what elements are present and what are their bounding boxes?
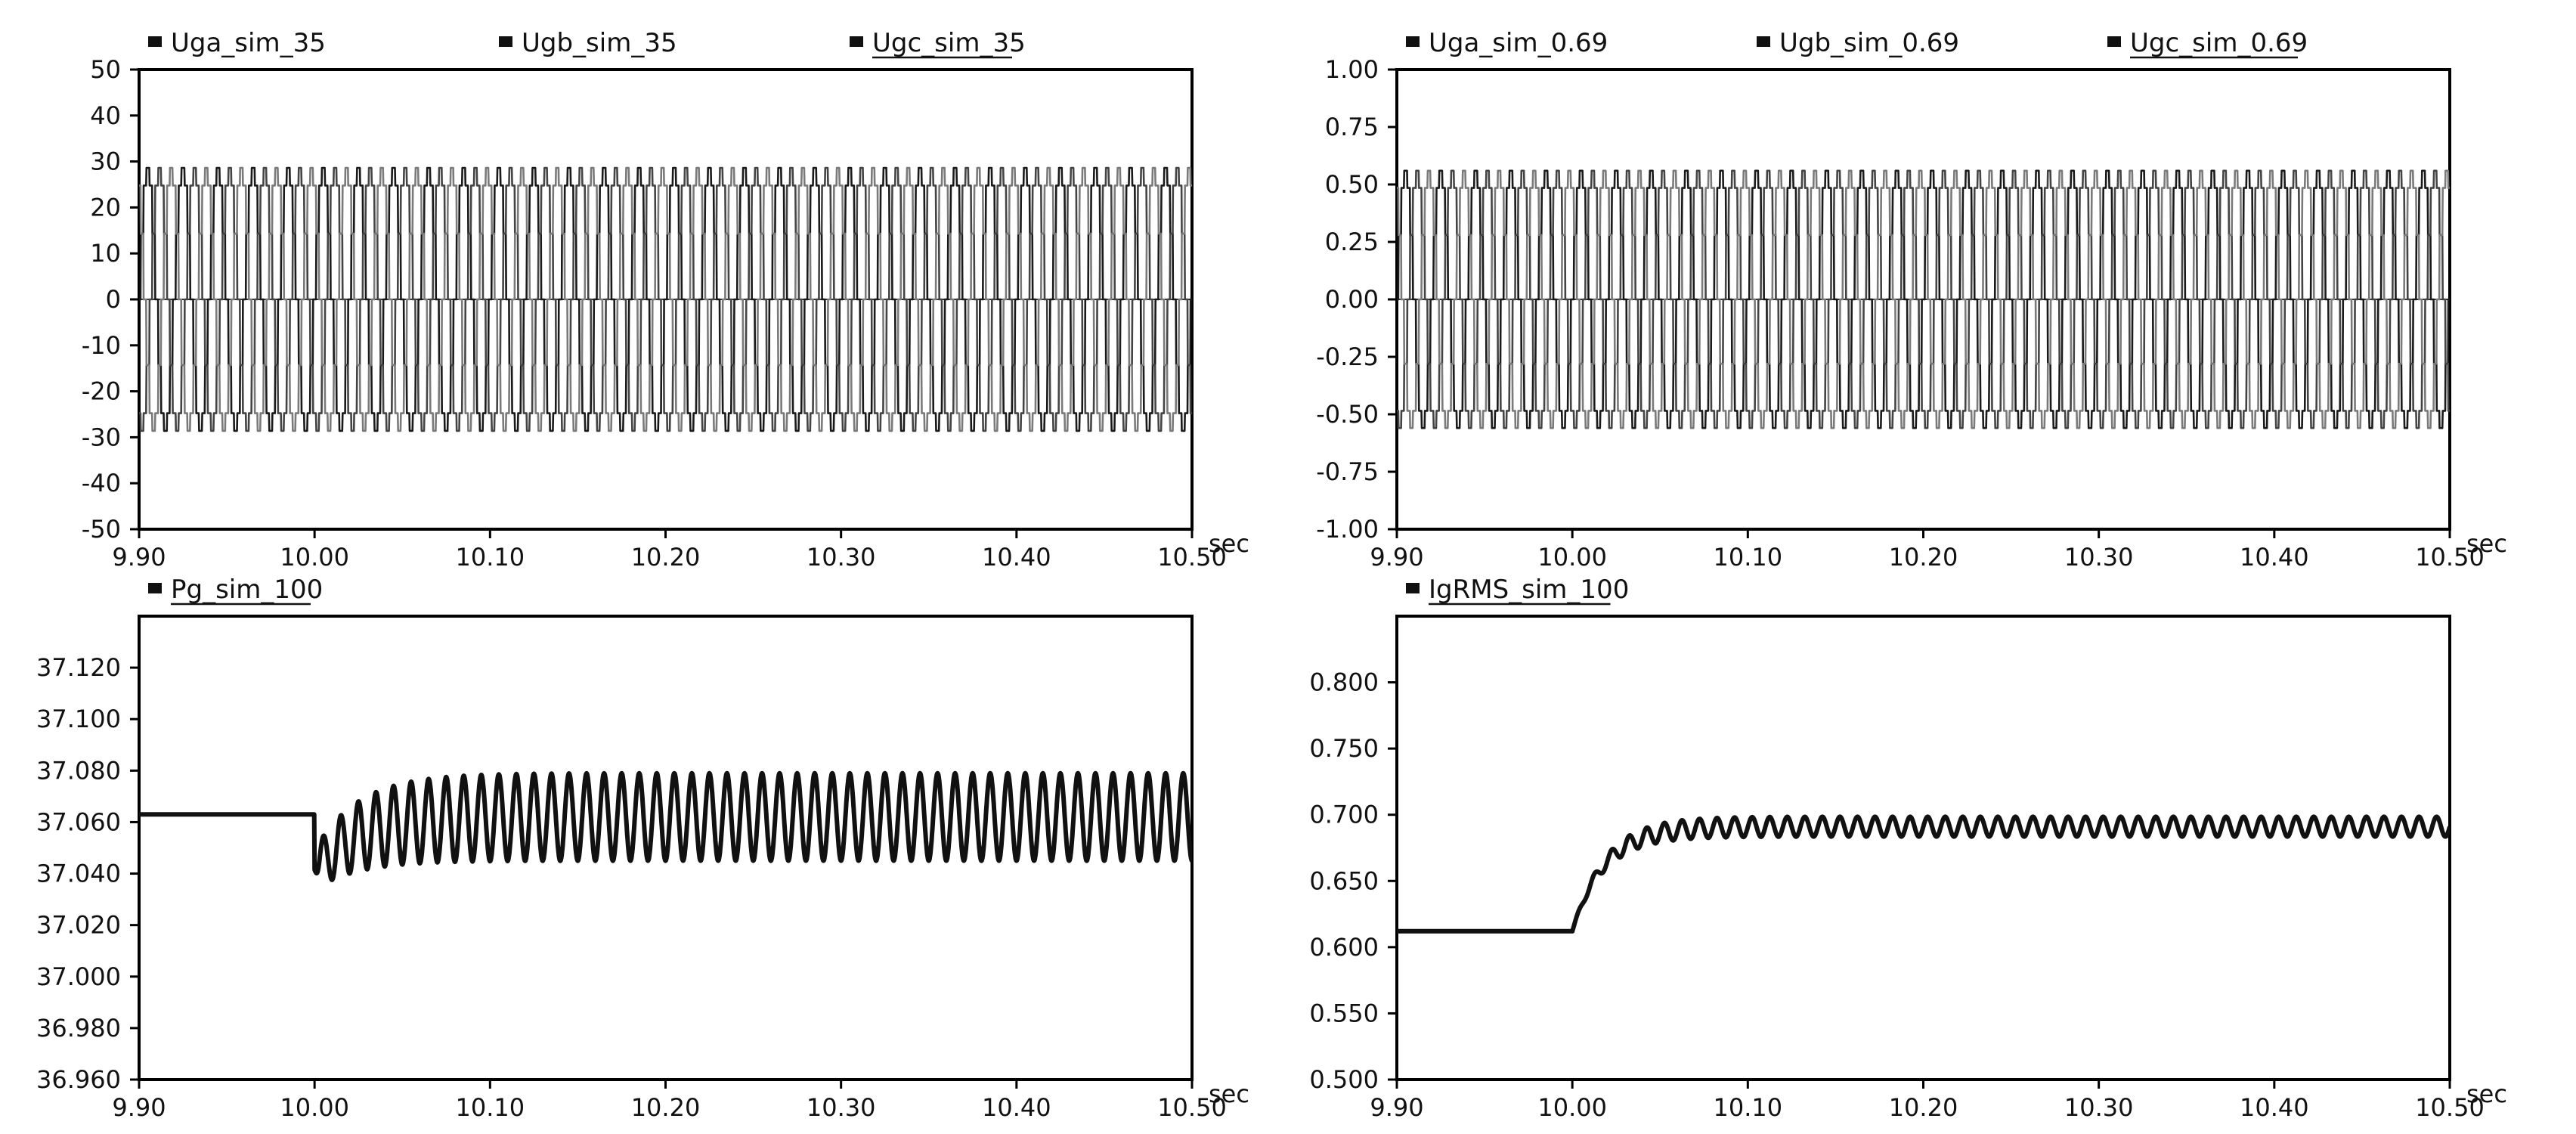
legend-swatch [1406, 36, 1420, 47]
x-tick-label: 10.10 [456, 543, 525, 572]
legend-swatch [1757, 36, 1770, 47]
y-tick-label: 10 [90, 239, 121, 268]
x-tick-label: 10.10 [1714, 1093, 1783, 1122]
x-tick-label: 10.10 [1714, 543, 1783, 572]
y-tick-label: -20 [82, 377, 121, 406]
series-line-Pg_sim_100 [139, 770, 1192, 882]
legend-label: Ugb_sim_35 [522, 28, 677, 58]
x-tick-label: 10.40 [2240, 1093, 2309, 1122]
y-tick-label: 0.500 [1309, 1065, 1379, 1094]
x-unit-label: sec [1209, 1080, 1249, 1108]
y-tick-label: 0.700 [1309, 801, 1379, 829]
x-tick-label: 10.00 [1537, 1093, 1607, 1122]
legend-label: IgRMS_sim_100 [1429, 575, 1629, 605]
x-tick-label: 10.10 [456, 1093, 525, 1122]
x-tick-label: 10.50 [2415, 543, 2485, 572]
y-tick-label: 30 [90, 147, 121, 176]
x-tick-label: 10.00 [280, 1093, 349, 1122]
x-tick-label: 10.20 [1889, 1093, 1958, 1122]
series-line-Ugc_sim_35 [139, 166, 1192, 432]
legend-label: Ugb_sim_0.69 [1779, 28, 1959, 58]
chart-panel-1: 50 40 30 20 10 0 -10 -20 -30 -40 -509.90 10.00 10.10… [82, 28, 1249, 572]
legend-swatch [148, 583, 162, 593]
x-tick-label: 10.30 [807, 543, 876, 572]
y-tick-label: 50 [90, 55, 121, 84]
x-tick-label: 10.50 [1157, 543, 1227, 572]
x-tick-label: 10.40 [2240, 543, 2309, 572]
x-tick-label: 10.30 [2064, 543, 2134, 572]
x-tick-label: 10.20 [1889, 543, 1958, 572]
y-tick-label: 37.020 [36, 911, 121, 940]
x-tick-label: 10.20 [631, 543, 701, 572]
y-tick-label: 36.980 [36, 1014, 121, 1043]
y-tick-label: 20 [90, 193, 121, 222]
legend-swatch [1406, 583, 1420, 593]
legend-swatch [850, 36, 863, 47]
x-tick-label: 9.90 [112, 1093, 166, 1122]
y-tick-label: 37.100 [36, 705, 121, 733]
x-tick-label: 10.20 [631, 1093, 701, 1122]
series-line-Uga_sim_0.69 [1397, 169, 2450, 429]
y-tick-label: -1.00 [1316, 515, 1379, 544]
x-tick-label: 10.40 [982, 543, 1051, 572]
x-unit-label: sec [2466, 1080, 2507, 1108]
legend-swatch [148, 36, 162, 47]
y-tick-label: 37.040 [36, 860, 121, 888]
y-tick-label: 37.000 [36, 962, 121, 991]
series-line-Uga_sim_35 [139, 166, 1192, 432]
y-tick-label: 1.00 [1325, 55, 1379, 84]
y-tick-label: -10 [82, 331, 121, 360]
y-tick-label: 37.080 [36, 756, 121, 785]
x-tick-label: 10.50 [2415, 1093, 2485, 1122]
legend-label: Ugc_sim_0.69 [2130, 28, 2308, 58]
y-tick-label: 0.50 [1325, 170, 1379, 199]
y-tick-label: 37.120 [36, 653, 121, 682]
y-tick-label: 0.75 [1325, 113, 1379, 141]
x-tick-label: 10.40 [982, 1093, 1051, 1122]
x-tick-label: 10.30 [2064, 1093, 2134, 1122]
legend-swatch [499, 36, 512, 47]
chart-panel-3: 37.120 37.100 37.080 37.060 37.040 37.020 37.0… [36, 575, 1249, 1122]
x-unit-label: sec [2466, 529, 2507, 558]
legend-swatch [2107, 36, 2121, 47]
x-tick-label: 9.90 [112, 543, 166, 572]
x-tick-label: 10.30 [807, 1093, 876, 1122]
x-tick-label: 10.00 [1537, 543, 1607, 572]
y-tick-label: -0.75 [1316, 457, 1379, 486]
series-line-Ugc_sim_0.69 [1397, 169, 2450, 429]
x-tick-label: 9.90 [1370, 543, 1423, 572]
y-tick-label: 0.800 [1309, 668, 1379, 697]
y-tick-label: 0 [106, 285, 121, 314]
series-line-Ugb_sim_35 [139, 166, 1192, 432]
plot-area [1395, 615, 2451, 1081]
legend-label: Uga_sim_35 [171, 28, 326, 58]
y-tick-label: 37.060 [36, 807, 121, 836]
y-tick-label: 0.650 [1309, 866, 1379, 895]
y-tick-label: -0.50 [1316, 400, 1379, 429]
legend-label: Ugc_sim_35 [872, 28, 1026, 58]
y-tick-label: 0.600 [1309, 933, 1379, 962]
y-tick-label: 0.750 [1309, 734, 1379, 763]
legend-label: Pg_sim_100 [171, 575, 323, 605]
series-line-IgRMS_sim_100 [1397, 814, 2450, 934]
y-tick-label: 36.960 [36, 1065, 121, 1094]
x-tick-label: 10.50 [1157, 1093, 1227, 1122]
series-line-Ugb_sim_0.69 [1397, 169, 2450, 429]
legend-label: Uga_sim_0.69 [1429, 28, 1608, 58]
chart-panel-2: 1.00 0.75 0.50 0.25 0.00 -0.25 -0.50 -0.75 -1.00… [1316, 28, 2507, 572]
y-tick-label: 40 [90, 101, 121, 130]
y-tick-label: 0.00 [1325, 285, 1379, 314]
x-tick-label: 10.00 [280, 543, 349, 572]
x-tick-label: 9.90 [1370, 1093, 1423, 1122]
y-tick-label: 0.25 [1325, 228, 1379, 256]
y-tick-label: -50 [82, 515, 121, 544]
y-tick-label: -30 [82, 423, 121, 451]
x-unit-label: sec [1209, 529, 1249, 558]
y-tick-label: 0.550 [1309, 999, 1379, 1027]
y-tick-label: -0.25 [1316, 342, 1379, 371]
y-tick-label: -40 [82, 469, 121, 497]
